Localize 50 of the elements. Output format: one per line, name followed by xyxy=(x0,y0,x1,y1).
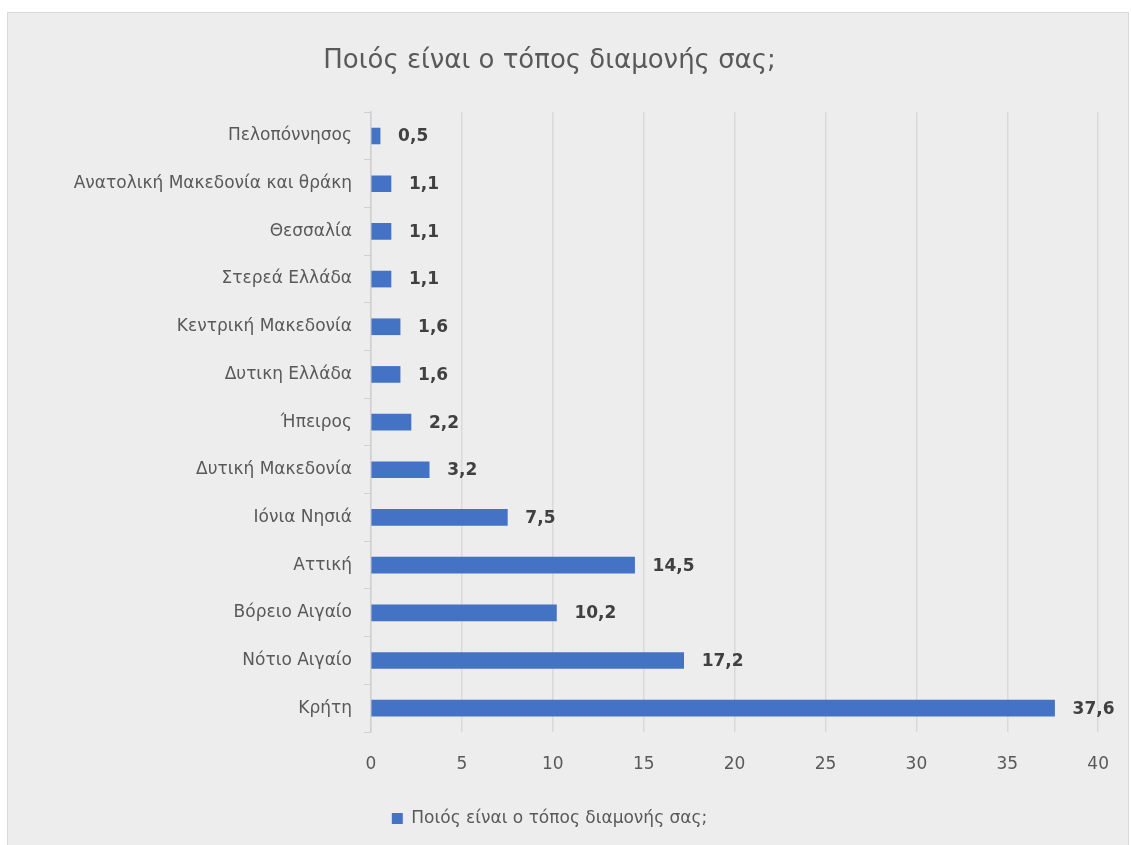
bar xyxy=(371,318,401,336)
bar xyxy=(371,509,508,526)
y-tick-label: Κεντρική Μακεδονία xyxy=(176,315,352,336)
bar xyxy=(371,366,401,383)
data-label: 1,6 xyxy=(418,363,449,384)
data-label: 0,5 xyxy=(398,125,429,146)
x-tick-label: 35 xyxy=(996,752,1019,773)
x-tick-label: 20 xyxy=(723,752,746,773)
y-tick-label: Βόρειο Αιγαίο xyxy=(233,601,352,622)
x-tick-label: 40 xyxy=(1087,752,1109,773)
bar xyxy=(371,223,392,240)
bar xyxy=(371,652,685,669)
legend-label: Ποιός είναι ο τόπος διαμονής σας; xyxy=(411,806,708,827)
data-label: 2,2 xyxy=(429,411,460,432)
data-label: 7,5 xyxy=(525,506,556,527)
x-tick-label: 30 xyxy=(905,752,928,773)
bar xyxy=(371,699,1055,717)
y-tick-label: Δυτική Μακεδονία xyxy=(196,458,352,479)
chart-title: Ποιός είναι ο τόπος διαμονής σας; xyxy=(323,44,776,75)
data-label: 17,2 xyxy=(701,649,744,670)
x-tick-label: 5 xyxy=(456,752,468,773)
y-tick-label: Ανατολική Μακεδονία και θράκη xyxy=(73,172,352,193)
data-label: 1,1 xyxy=(409,268,440,289)
y-tick-label: Θεσσαλία xyxy=(269,219,352,240)
bar xyxy=(371,127,381,145)
bar xyxy=(371,270,392,288)
bar xyxy=(371,413,412,431)
data-label: 14,5 xyxy=(652,554,695,575)
data-label: 1,6 xyxy=(418,316,449,337)
bar xyxy=(371,175,392,193)
x-tick-label: 25 xyxy=(814,752,837,773)
y-tick-label: Κρήτη xyxy=(298,696,352,717)
y-tick-label: Στερεά Ελλάδα xyxy=(221,267,352,288)
data-label: 1,1 xyxy=(409,173,440,194)
y-tick-label: Νότιο Αιγαίο xyxy=(242,648,352,669)
y-tick-label: Δυτικη Ελλάδα xyxy=(224,362,352,383)
data-label: 10,2 xyxy=(574,602,617,623)
y-tick-label: Αττική xyxy=(293,553,352,574)
bar xyxy=(371,461,430,479)
y-tick-label: Ιόνια Νησιά xyxy=(253,505,352,526)
x-tick-label: 0 xyxy=(365,752,377,773)
y-tick-label: Ήπειρος xyxy=(279,410,352,431)
data-label: 37,6 xyxy=(1072,697,1115,718)
x-tick-label: 15 xyxy=(632,752,655,773)
bar xyxy=(371,604,557,622)
bar xyxy=(371,556,635,574)
x-tick-label: 10 xyxy=(541,752,564,773)
y-tick-label: Πελοπόννησος xyxy=(228,124,352,145)
data-label: 3,2 xyxy=(447,459,478,480)
data-label: 1,1 xyxy=(409,220,440,241)
